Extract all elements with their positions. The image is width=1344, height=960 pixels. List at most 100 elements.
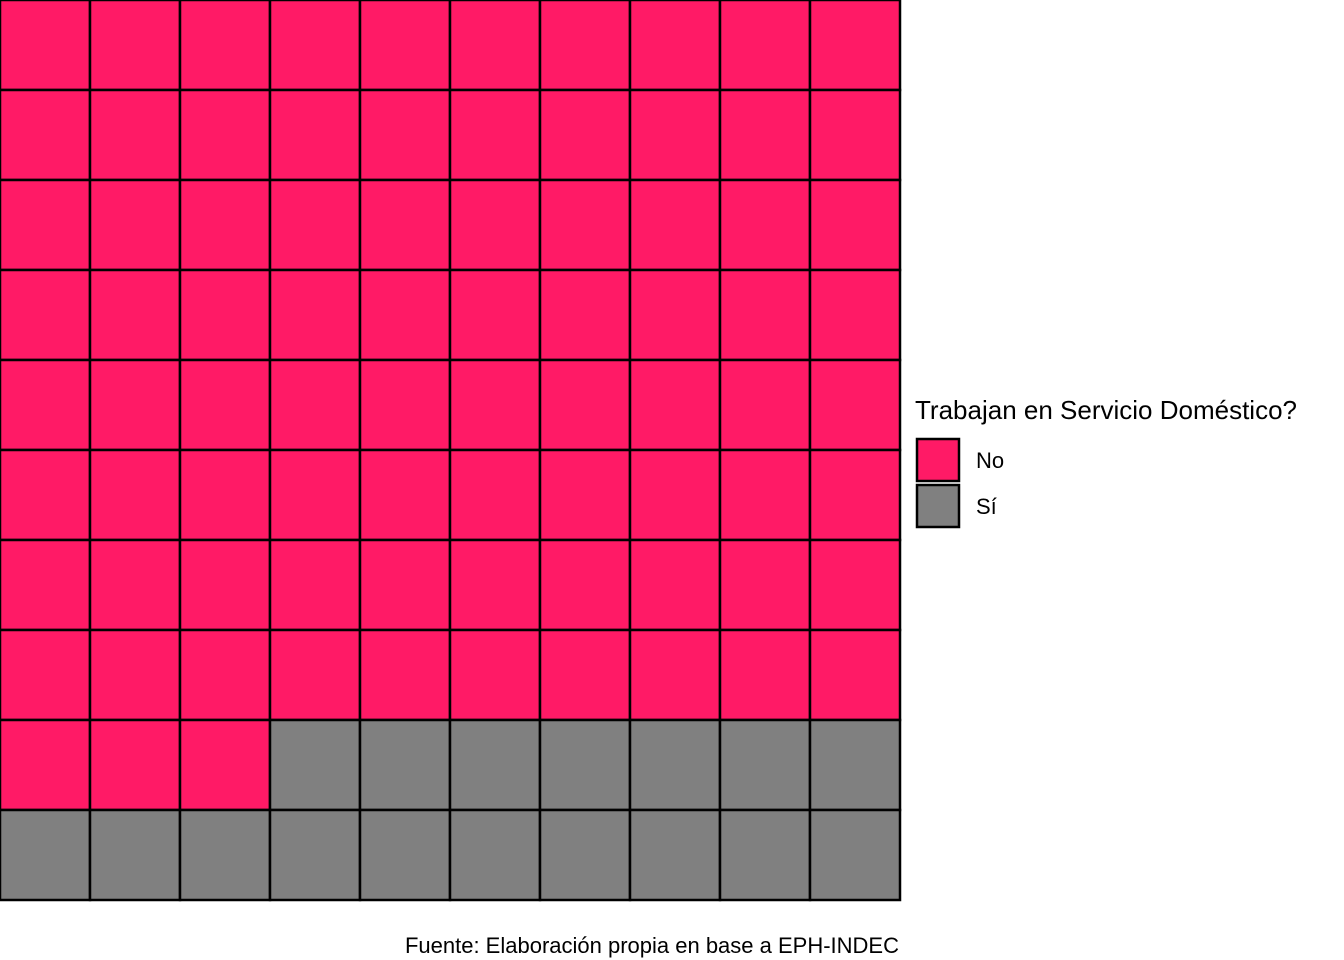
waffle-cell-no <box>628 88 722 182</box>
waffle-cell-no <box>268 358 362 452</box>
waffle-cell-no <box>808 0 902 92</box>
legend-title: Trabajan en Servicio Doméstico? <box>915 395 1297 425</box>
waffle-cell-no <box>358 0 452 92</box>
waffle-cell-no <box>0 268 92 362</box>
waffle-cell-no <box>178 0 272 92</box>
waffle-cell-si <box>268 808 362 902</box>
waffle-cell-no <box>358 448 452 542</box>
waffle-cell-no <box>718 358 812 452</box>
waffle-cell-no <box>628 538 722 632</box>
waffle-grid <box>0 0 902 902</box>
waffle-cell-no <box>448 0 542 92</box>
waffle-cell-no <box>538 268 632 362</box>
waffle-cell-no <box>268 538 362 632</box>
legend-label-si: Sí <box>976 494 997 519</box>
waffle-cell-no <box>538 0 632 92</box>
waffle-cell-no <box>88 718 182 812</box>
waffle-cell-no <box>178 178 272 272</box>
waffle-cell-no <box>538 178 632 272</box>
waffle-cell-no <box>268 88 362 182</box>
waffle-cell-no <box>358 628 452 722</box>
waffle-cell-no <box>808 358 902 452</box>
legend: Trabajan en Servicio Doméstico? No Sí <box>915 395 1297 529</box>
waffle-cell-no <box>358 178 452 272</box>
waffle-cell-no <box>0 628 92 722</box>
waffle-cell-no <box>718 268 812 362</box>
waffle-cell-no <box>808 538 902 632</box>
waffle-cell-no <box>88 268 182 362</box>
waffle-cell-no <box>628 268 722 362</box>
waffle-cell-si <box>628 718 722 812</box>
waffle-cell-no <box>718 448 812 542</box>
waffle-cell-no <box>628 0 722 92</box>
waffle-cell-si <box>268 718 362 812</box>
waffle-cell-no <box>0 718 92 812</box>
waffle-cell-si <box>538 808 632 902</box>
waffle-cell-no <box>178 88 272 182</box>
waffle-cell-no <box>88 538 182 632</box>
waffle-cell-no <box>178 358 272 452</box>
waffle-cell-no <box>88 0 182 92</box>
waffle-cell-no <box>448 628 542 722</box>
waffle-cell-no <box>88 178 182 272</box>
waffle-cell-no <box>88 628 182 722</box>
waffle-cell-no <box>178 538 272 632</box>
waffle-cell-no <box>628 448 722 542</box>
waffle-cell-no <box>268 448 362 542</box>
waffle-cell-no <box>178 268 272 362</box>
waffle-cell-no <box>268 268 362 362</box>
waffle-cell-no <box>718 88 812 182</box>
legend-items: No Sí <box>915 437 1004 529</box>
waffle-cell-no <box>628 178 722 272</box>
waffle-cell-no <box>538 538 632 632</box>
waffle-cell-si <box>88 808 182 902</box>
waffle-cell-si <box>448 718 542 812</box>
waffle-cell-no <box>808 628 902 722</box>
waffle-cell-si <box>178 808 272 902</box>
waffle-cell-no <box>808 268 902 362</box>
waffle-cell-no <box>268 0 362 92</box>
waffle-cell-no <box>718 628 812 722</box>
legend-key-si <box>915 483 961 529</box>
chart-caption: Fuente: Elaboración propia en base a EPH… <box>405 933 899 958</box>
waffle-cell-no <box>178 628 272 722</box>
waffle-cell-no <box>448 538 542 632</box>
waffle-cell-no <box>448 88 542 182</box>
waffle-cell-no <box>0 0 92 92</box>
waffle-cell-si <box>718 808 812 902</box>
waffle-cell-si <box>808 808 902 902</box>
waffle-cell-no <box>448 268 542 362</box>
waffle-cell-si <box>448 808 542 902</box>
waffle-cell-si <box>358 808 452 902</box>
waffle-cell-no <box>538 448 632 542</box>
waffle-cell-no <box>0 448 92 542</box>
waffle-cell-no <box>88 88 182 182</box>
waffle-cell-no <box>448 448 542 542</box>
waffle-cell-no <box>358 538 452 632</box>
waffle-cell-no <box>0 88 92 182</box>
waffle-cell-no <box>538 88 632 182</box>
waffle-cell-no <box>718 0 812 92</box>
legend-key-no <box>915 437 961 483</box>
waffle-cell-no <box>0 358 92 452</box>
waffle-cell-si <box>538 718 632 812</box>
waffle-cell-si <box>358 718 452 812</box>
waffle-cell-no <box>718 178 812 272</box>
waffle-cell-no <box>358 358 452 452</box>
waffle-cell-no <box>628 628 722 722</box>
waffle-cell-no <box>268 628 362 722</box>
waffle-cell-no <box>88 448 182 542</box>
waffle-cell-no <box>268 178 362 272</box>
waffle-cell-si <box>718 718 812 812</box>
waffle-cell-no <box>178 718 272 812</box>
waffle-cell-no <box>718 538 812 632</box>
waffle-cell-si <box>0 808 92 902</box>
waffle-cell-no <box>808 448 902 542</box>
waffle-cell-no <box>358 268 452 362</box>
waffle-cell-si <box>808 718 902 812</box>
waffle-cell-no <box>538 628 632 722</box>
waffle-cell-no <box>808 178 902 272</box>
waffle-cell-no <box>0 538 92 632</box>
